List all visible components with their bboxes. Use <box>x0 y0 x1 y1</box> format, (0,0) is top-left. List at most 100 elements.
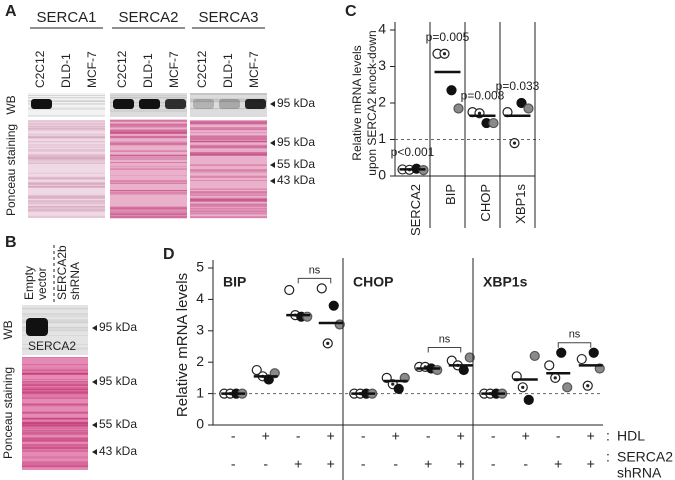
panel-letter: B <box>5 234 17 251</box>
marker-label: 95 kDa <box>99 320 137 334</box>
marker-label: 55 kDa <box>277 157 315 171</box>
condition-sign: + <box>294 456 302 472</box>
data-point <box>550 372 561 383</box>
wb-band <box>245 99 266 109</box>
y-tick-label: 0 <box>378 167 386 183</box>
x-tick-label: SERCA2 <box>408 184 423 236</box>
data-point <box>453 103 464 114</box>
panel-letter: A <box>5 3 17 20</box>
marker-label: 55 kDa <box>99 417 137 431</box>
x-tick-label: BIP <box>443 184 458 205</box>
wb-band <box>113 99 134 109</box>
data-point <box>328 300 339 311</box>
condition-label: SERCA2 <box>617 449 673 465</box>
condition-sign: - <box>393 456 398 472</box>
marker-arrow <box>270 140 275 146</box>
point-marker <box>529 350 540 362</box>
condition-sign: - <box>491 428 496 444</box>
marker-arrow <box>92 449 97 455</box>
data-point <box>284 284 295 296</box>
point-center <box>442 52 447 56</box>
y-tick-label: 2 <box>378 94 386 110</box>
data-point <box>562 382 573 393</box>
row-label: Ponceau staining <box>4 124 18 216</box>
data-point <box>322 338 333 349</box>
marker-arrow <box>92 325 97 331</box>
data-point <box>576 353 587 365</box>
condition-sign: - <box>263 456 268 472</box>
x-tick-label: XBP1s <box>513 184 528 224</box>
x-tick-label: CHOP <box>478 184 493 222</box>
y-tick-label: 5 <box>196 259 204 275</box>
y-tick-label: 4 <box>196 290 204 306</box>
wb-band <box>219 99 240 109</box>
data-point <box>488 117 499 129</box>
condition-sign: + <box>392 428 400 444</box>
condition-separator: : <box>606 428 610 444</box>
condition-sign: - <box>231 456 236 472</box>
data-point <box>251 364 262 376</box>
marker-label: 43 kDa <box>277 173 315 187</box>
point-marker <box>446 85 457 96</box>
group-label: SERCA3 <box>198 9 258 26</box>
condition-sign: - <box>361 456 366 472</box>
point-marker <box>588 347 599 358</box>
lane-label: MCF-7 <box>247 51 261 88</box>
wb-band <box>139 99 160 109</box>
data-point <box>523 103 534 114</box>
data-point <box>432 364 443 376</box>
wb-band <box>31 99 52 109</box>
lane-label: SERCA2b <box>55 245 69 300</box>
ns-label: ns <box>569 329 581 341</box>
marker-arrow <box>92 379 97 385</box>
condition-label: shRNA <box>617 465 662 480</box>
ponceau-blot <box>110 120 187 218</box>
panel-letter: C <box>345 3 357 20</box>
ns-bracket <box>557 342 592 348</box>
point-marker <box>464 352 475 363</box>
panel-title: BIP <box>223 274 246 290</box>
data-point <box>446 85 457 96</box>
y-tick-label: 4 <box>378 21 386 37</box>
ns-label: ns <box>309 264 321 276</box>
condition-sign: - <box>491 456 496 472</box>
point-center <box>477 111 482 115</box>
ns-label: ns <box>439 333 451 345</box>
point-center <box>391 382 395 386</box>
condition-sign: + <box>587 456 595 472</box>
p-value-label: p<0.001 <box>391 145 435 159</box>
panel-title: CHOP <box>353 274 393 290</box>
point-center <box>586 384 590 388</box>
data-point <box>529 350 540 362</box>
condition-sign: - <box>231 428 236 444</box>
group-label: SERCA2 <box>118 9 178 26</box>
point-center <box>553 376 557 380</box>
point-marker <box>328 300 339 311</box>
ns-bracket <box>427 346 462 353</box>
point-center <box>326 341 330 345</box>
condition-label: HDL <box>617 428 645 444</box>
data-point <box>516 97 527 109</box>
condition-sign: + <box>457 456 465 472</box>
marker-label: 95 kDa <box>277 135 315 149</box>
data-point <box>509 138 520 149</box>
marker-label: 95 kDa <box>277 96 315 110</box>
data-point <box>556 347 567 358</box>
point-marker <box>544 360 555 371</box>
row-label: WB <box>1 320 15 339</box>
point-marker <box>562 382 573 393</box>
data-point <box>439 48 450 59</box>
p-value-label: p=0.008 <box>461 88 505 102</box>
panel-title: XBP1s <box>483 274 528 290</box>
wb-band <box>26 318 48 336</box>
point-marker <box>523 394 534 405</box>
point-marker <box>302 311 313 322</box>
data-point <box>582 380 593 391</box>
marker-arrow <box>270 178 275 184</box>
point-marker <box>556 347 567 358</box>
y-axis-label: Relative mRNA levels <box>174 273 191 417</box>
point-marker <box>488 117 499 129</box>
y-tick-label: 2 <box>196 353 204 369</box>
